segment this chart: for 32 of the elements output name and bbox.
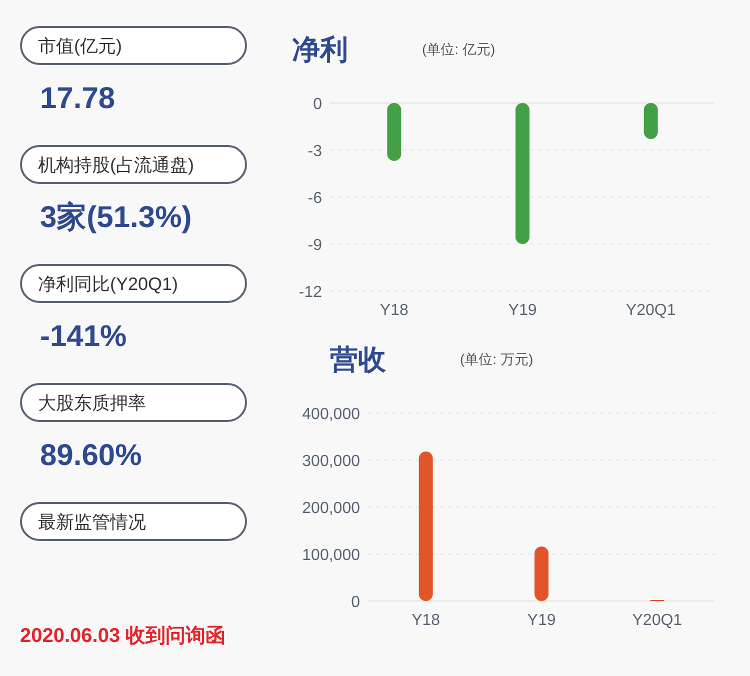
y-tick-label: 100,000 (302, 547, 360, 564)
x-tick-label: Y18 (412, 612, 440, 629)
text: -141% (40, 320, 127, 353)
text: 净利同比(Y20Q1) (38, 274, 178, 294)
text: 2020.06.03 收到问询函 (20, 625, 226, 647)
text: 市值(亿元) (38, 36, 122, 56)
y-tick-label: -3 (308, 143, 322, 160)
y-tick-label: 0 (351, 594, 360, 611)
text: 大股东质押率 (38, 393, 146, 413)
y-tick-label: -12 (298, 284, 322, 301)
chart-subtitle: (单位: 万元) (460, 351, 534, 367)
x-tick-label: Y20Q1 (626, 302, 676, 319)
y-tick-label: 200,000 (302, 500, 360, 517)
y-tick-label: 400,000 (302, 406, 360, 423)
y-tick-label: -9 (308, 237, 322, 254)
x-tick-label: Y19 (508, 302, 537, 319)
text: 机构持股(占流通盘) (38, 155, 194, 175)
y-tick-label: -6 (308, 190, 322, 207)
text: 89.60% (40, 439, 142, 472)
x-tick-label: Y18 (380, 302, 409, 319)
bar (534, 546, 548, 601)
y-tick-label: 0 (313, 96, 322, 113)
chart-title: 营收 (329, 344, 387, 375)
x-tick-label: Y20Q1 (632, 612, 682, 629)
y-tick-label: 300,000 (302, 453, 360, 470)
text: 17.78 (40, 82, 116, 115)
text: 3家(51.3%) (40, 200, 192, 234)
bar (418, 452, 433, 601)
chart-subtitle: (单位: 亿元) (422, 41, 496, 57)
chart-title: 净利 (292, 34, 348, 65)
text: 最新监管情况 (38, 512, 146, 532)
x-tick-label: Y19 (527, 612, 556, 629)
